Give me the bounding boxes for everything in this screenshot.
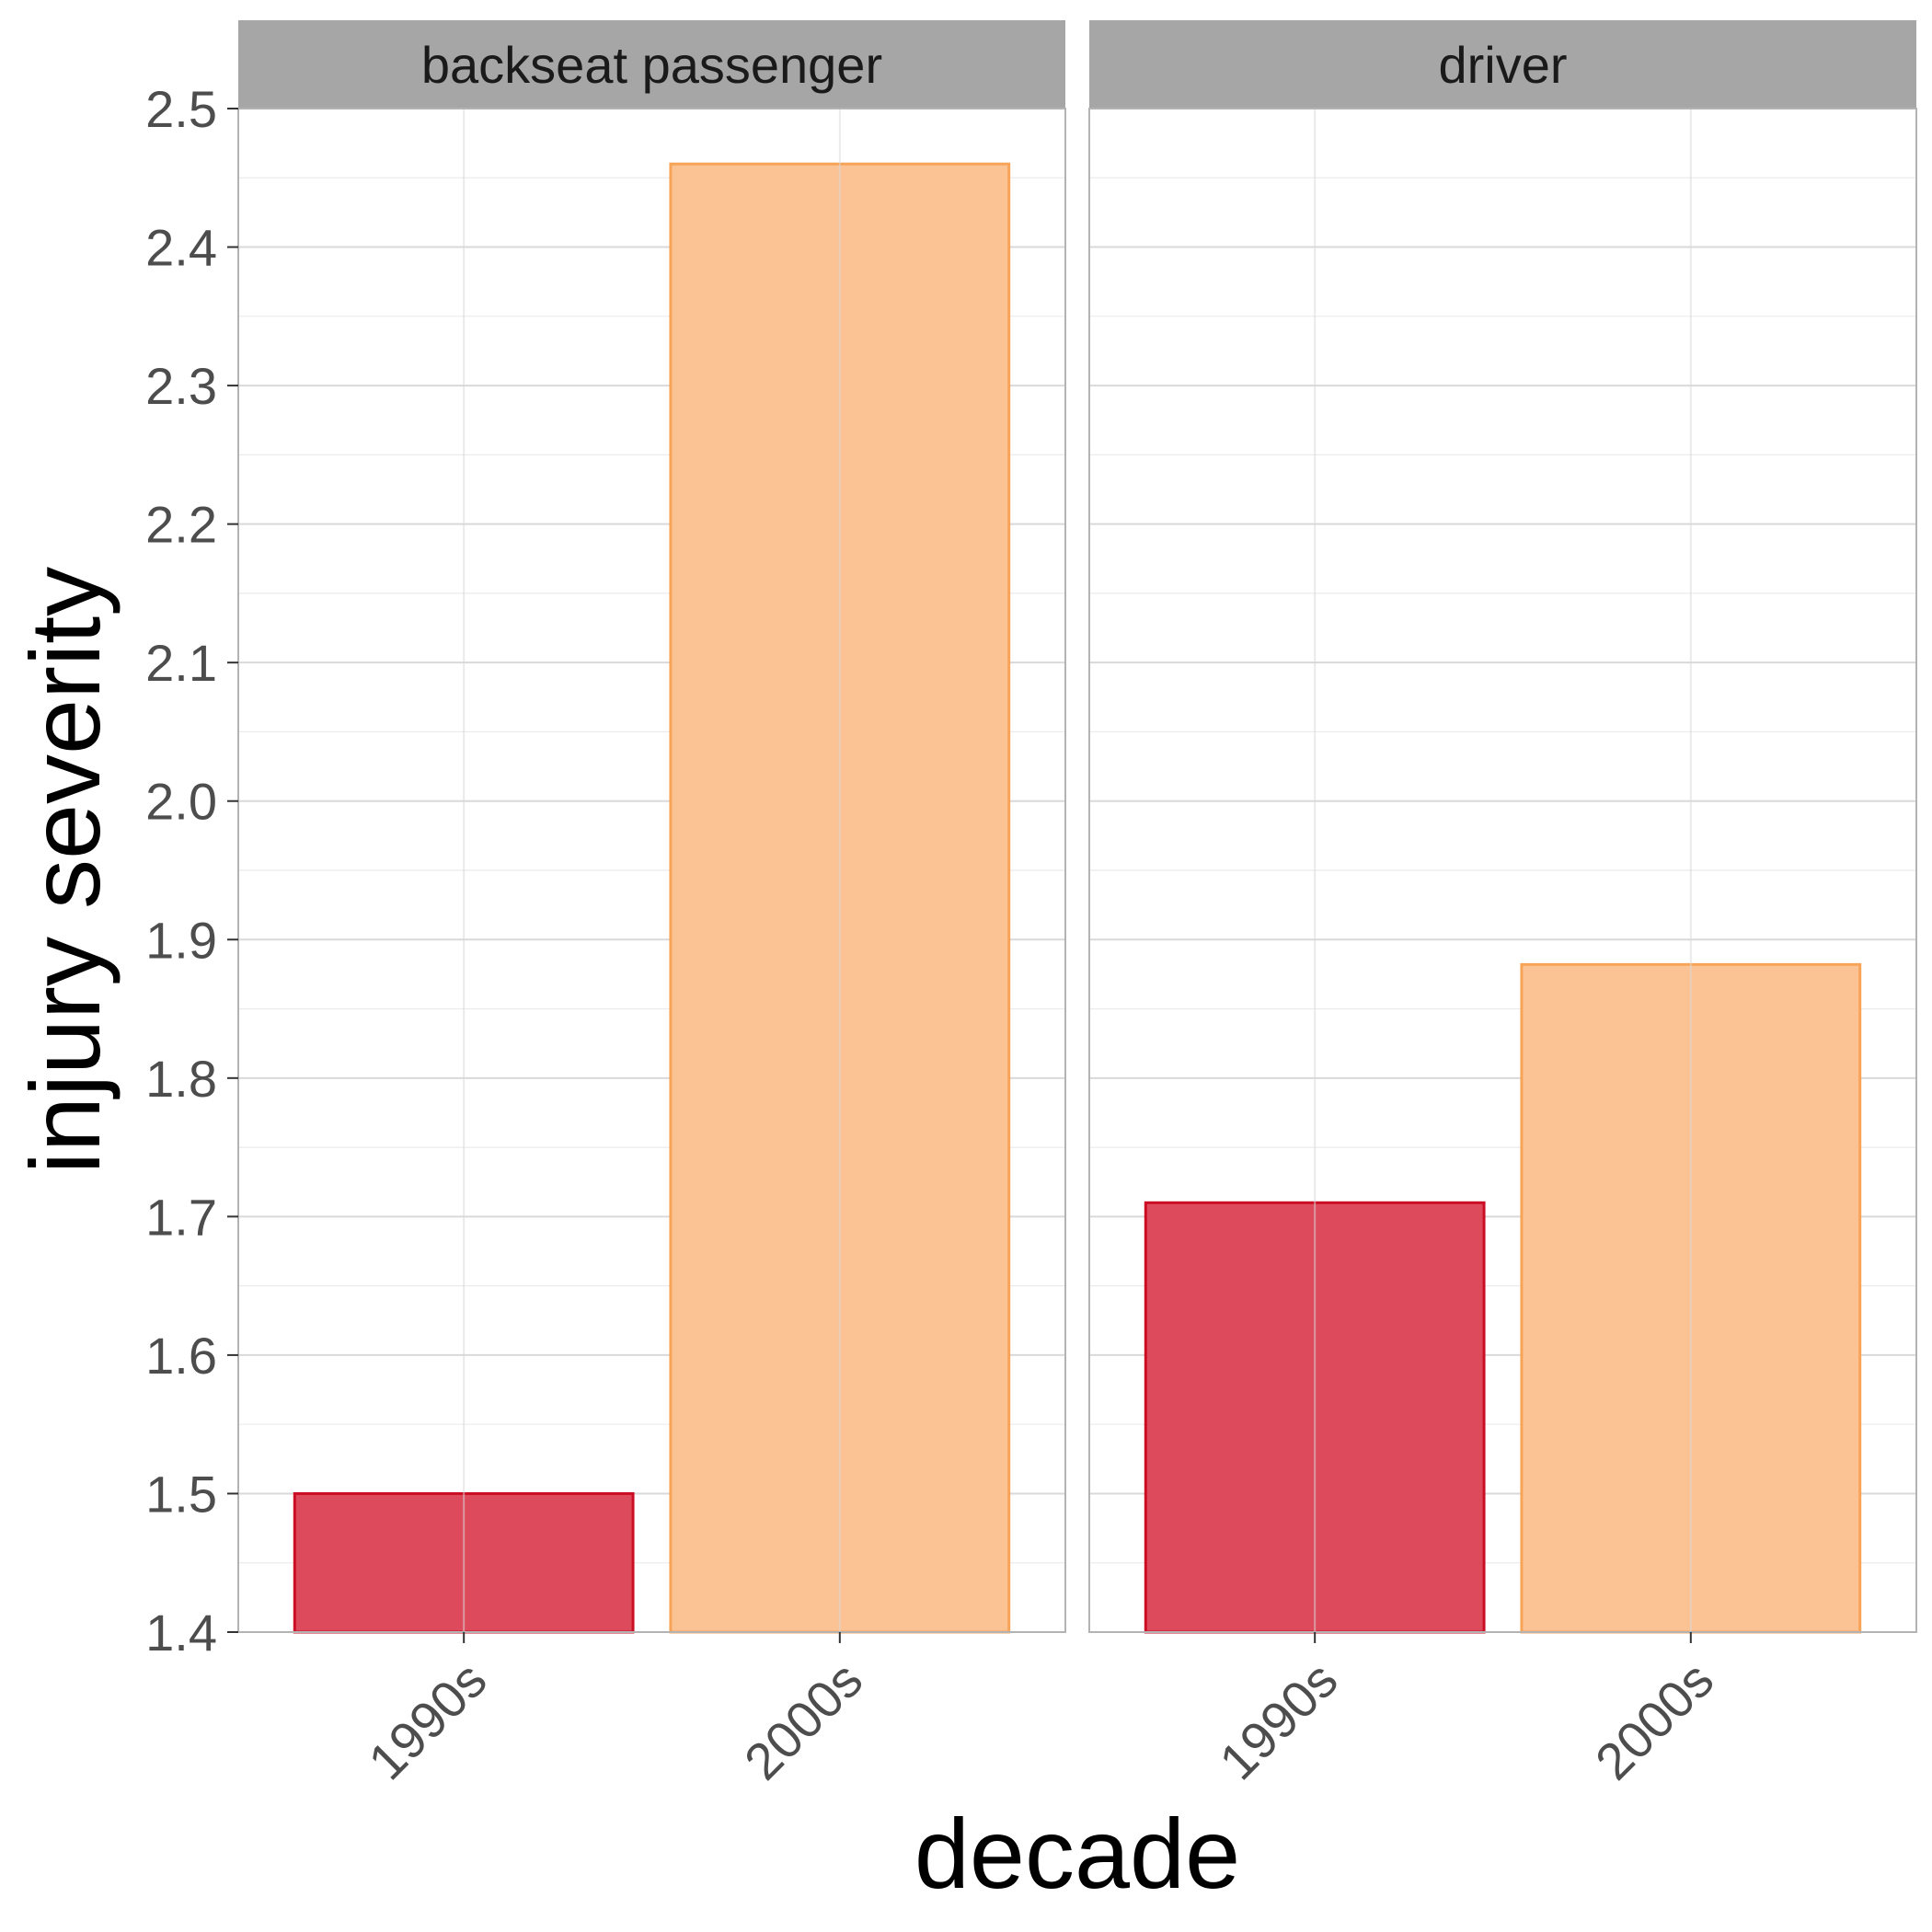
y-tick-label: 2.0 <box>145 773 217 831</box>
panel-backseat-passenger: backseat passenger <box>237 20 1066 1634</box>
y-tick-label: 1.8 <box>145 1050 217 1108</box>
panel-driver: driver <box>1088 20 1917 1634</box>
panel-title: driver <box>1438 36 1567 94</box>
panel-strip <box>238 20 1065 109</box>
x-tick-label: 1990s <box>1208 1650 1348 1790</box>
vertical-gridlines <box>463 109 841 1632</box>
x-axis: 1990s 2000s 1990s 2000s <box>357 1632 1724 1790</box>
y-tick-label: 1.4 <box>145 1604 217 1662</box>
x-tick-label: 1990s <box>357 1650 497 1790</box>
panel-border <box>1088 108 1917 1633</box>
y-tick-label: 1.6 <box>145 1327 217 1385</box>
y-tick-label: 2.5 <box>145 80 217 138</box>
y-tick-label: 2.2 <box>145 496 217 554</box>
y-axis: 1.4 1.5 1.6 1.7 1.8 1.9 2.0 2.1 2.2 2.3 2.4 2.5 <box>145 80 238 1662</box>
panel-strip <box>1089 20 1916 109</box>
vertical-gridlines <box>1314 109 1692 1632</box>
y-tick-label: 1.7 <box>145 1188 217 1246</box>
x-tick-label: 2000s <box>1584 1650 1724 1790</box>
y-tick-label: 1.5 <box>145 1465 217 1523</box>
x-tick-label: 2000s <box>733 1650 873 1790</box>
y-tick-label: 2.1 <box>145 634 217 692</box>
panel-title: backseat passenger <box>421 36 882 94</box>
y-axis-title: injury severity <box>9 567 121 1174</box>
y-tick-label: 2.4 <box>145 219 217 277</box>
y-tick-label: 1.9 <box>145 911 217 969</box>
y-tick-label: 2.3 <box>145 357 217 415</box>
x-axis-title: decade <box>914 1798 1240 1909</box>
panel-border <box>237 108 1066 1633</box>
